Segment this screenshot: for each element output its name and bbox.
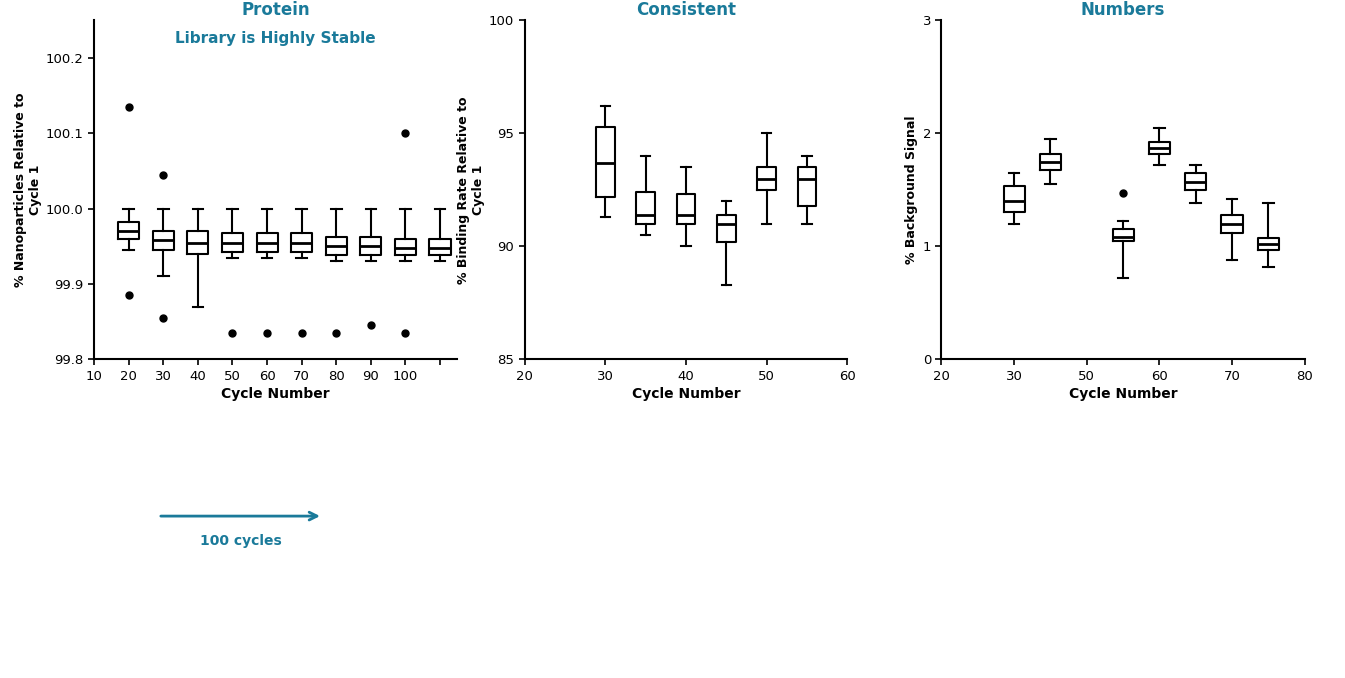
Title: Deposited Single-Molecule
Protein: Deposited Single-Molecule Protein	[151, 0, 401, 19]
X-axis label: Cycle Number: Cycle Number	[632, 387, 740, 401]
Title: Background Signal Stays
Low at Large Cycle
Numbers: Background Signal Stays Low at Large Cyc…	[1007, 0, 1239, 19]
Y-axis label: % Background Signal: % Background Signal	[905, 115, 919, 264]
X-axis label: Cycle Number: Cycle Number	[222, 387, 330, 401]
X-axis label: Cycle Number: Cycle Number	[1069, 387, 1177, 401]
Y-axis label: % Binding Rate Relative to
Cycle 1: % Binding Rate Relative to Cycle 1	[457, 96, 484, 283]
Text: Library is Highly Stable: Library is Highly Stable	[175, 31, 377, 45]
Title: Binding Rates Stay
Consistent: Binding Rates Stay Consistent	[597, 0, 775, 19]
Text: 100 cycles: 100 cycles	[199, 534, 281, 548]
Y-axis label: % Nanoparticles Relative to
Cycle 1: % Nanoparticles Relative to Cycle 1	[13, 93, 42, 287]
